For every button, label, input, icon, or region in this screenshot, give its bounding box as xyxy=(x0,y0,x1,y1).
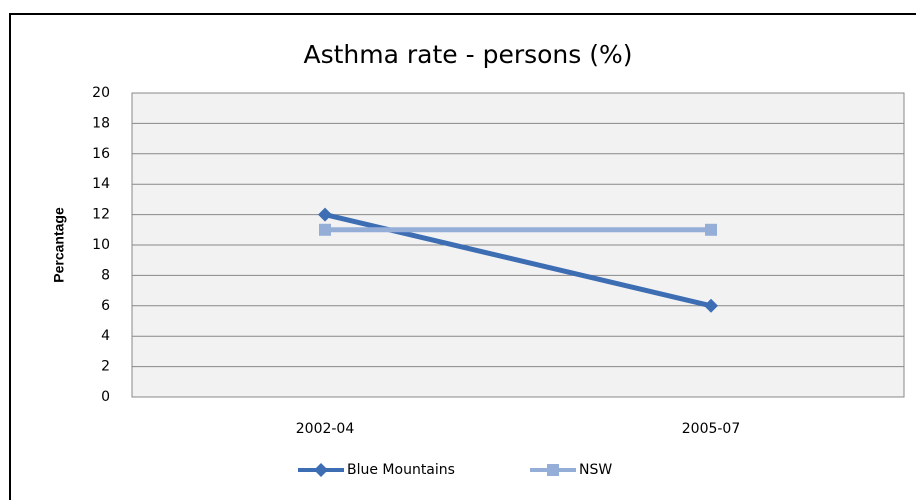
y-tick-label: 16 xyxy=(92,146,110,162)
y-tick-label: 10 xyxy=(92,237,110,253)
legend-label: NSW xyxy=(579,462,612,478)
y-tick-label: 12 xyxy=(92,207,110,223)
chart-title: Asthma rate - persons (%) xyxy=(303,40,632,69)
legend-label: Blue Mountains xyxy=(347,462,455,478)
y-tick-label: 2 xyxy=(101,359,110,375)
data-point xyxy=(704,298,718,313)
data-point xyxy=(319,223,331,236)
data-point xyxy=(318,207,332,222)
y-tick-label: 18 xyxy=(92,115,110,131)
y-axis-title: Percantage xyxy=(51,207,67,283)
legend-marker xyxy=(314,463,328,477)
y-tick-label: 6 xyxy=(101,298,110,314)
y-tick-label: 20 xyxy=(92,85,110,101)
y-tick-label: 8 xyxy=(101,267,110,283)
legend-marker xyxy=(547,464,559,476)
x-tick-label: 2005-07 xyxy=(682,421,741,437)
y-tick-label: 4 xyxy=(101,328,110,344)
x-tick-label: 2002-04 xyxy=(296,421,355,437)
y-tick-label: 0 xyxy=(101,389,110,405)
y-tick-label: 14 xyxy=(92,176,110,192)
data-point xyxy=(705,223,717,236)
